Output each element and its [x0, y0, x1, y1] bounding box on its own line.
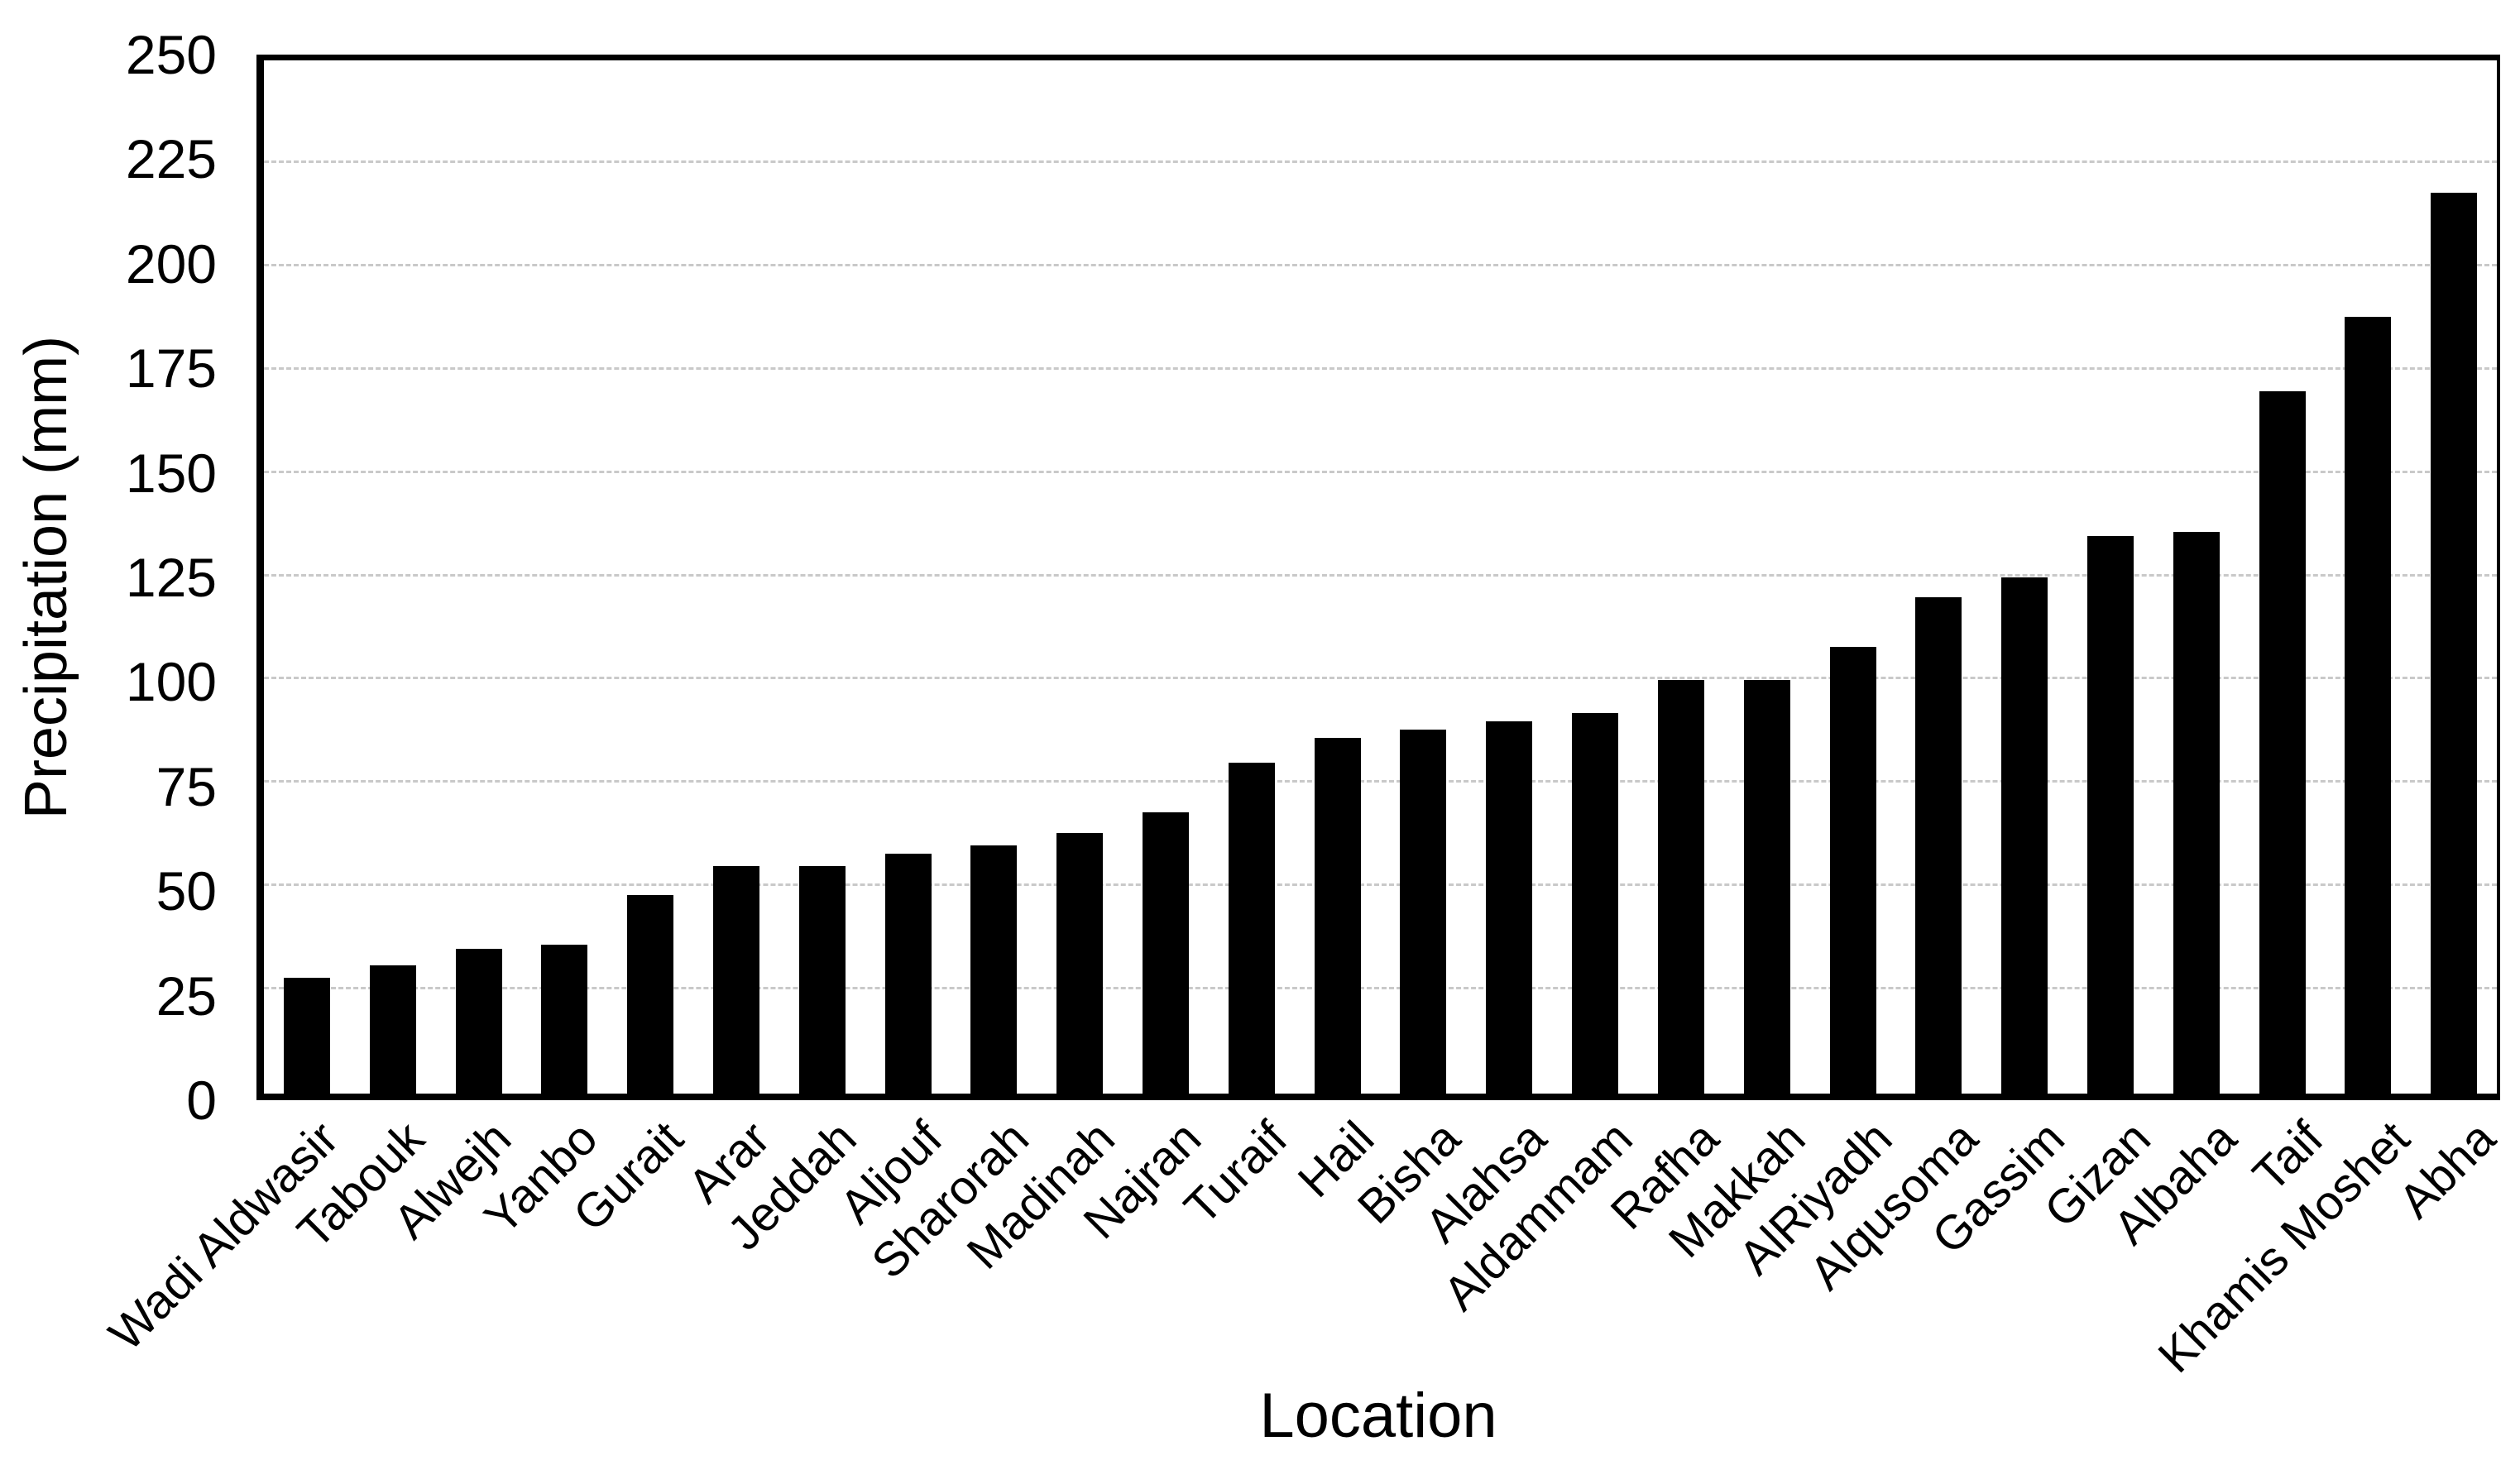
bar-slot: [1724, 60, 1810, 1094]
bar-slot: [1895, 60, 1981, 1094]
y-tick-label-200: 200: [125, 232, 217, 294]
y-tick-label-75: 75: [156, 755, 217, 817]
bar-slot: [865, 60, 951, 1094]
y-tick-label-150: 150: [125, 442, 217, 504]
bar-slot: [779, 60, 865, 1094]
gridline-150: [264, 470, 2497, 473]
bar-makkah: [1743, 680, 1790, 1094]
y-tick-label-100: 100: [125, 651, 217, 713]
bar-madinah: [1056, 833, 1104, 1094]
bar-series: [264, 60, 2497, 1094]
bar-slot: [1209, 60, 1295, 1094]
y-tick-label-0: 0: [186, 1070, 217, 1131]
bar-albaha: [2173, 531, 2220, 1094]
y-tick-label-175: 175: [125, 338, 217, 400]
bar-slot: [693, 60, 779, 1094]
x-axis-title: Location: [1259, 1381, 1497, 1451]
bar-turaif: [1228, 763, 1275, 1094]
bar-slot: [1466, 60, 1552, 1094]
plot-area: [256, 55, 2500, 1100]
bar-rafha: [1657, 680, 1704, 1094]
bar-slot: [2067, 60, 2153, 1094]
gridline-225: [264, 160, 2497, 163]
bar-slot: [1123, 60, 1209, 1094]
y-tick-label-225: 225: [125, 128, 217, 190]
gridline-125: [264, 573, 2497, 577]
y-tick-label-125: 125: [125, 547, 217, 608]
bar-sharorah: [970, 845, 1018, 1094]
bar-alqusoma: [1915, 597, 1962, 1094]
bar-slot: [2326, 60, 2412, 1094]
bar-slot: [607, 60, 693, 1094]
bar-slot: [1295, 60, 1381, 1094]
gridline-200: [264, 263, 2497, 266]
bar-slot: [1638, 60, 1724, 1094]
bar-abha: [2431, 192, 2478, 1094]
bar-gassim: [2001, 577, 2048, 1094]
gridline-25: [264, 987, 2497, 990]
x-axis-tick-labels: Wadi Aldwasir Tabouk Alwejh Yanbo Gurait Arar…: [98, 1111, 2506, 1426]
bar-yanbo: [541, 945, 588, 1094]
bar-najran: [1143, 812, 1190, 1094]
bar-taif: [2259, 390, 2306, 1094]
bar-alriyadh: [1829, 647, 1876, 1094]
x-tick-label-abha: Abha: [2388, 1111, 2507, 1229]
bar-khamis-moshet: [2345, 316, 2392, 1094]
gridline-75: [264, 780, 2497, 783]
y-tick-label-50: 50: [156, 860, 217, 922]
bar-aljouf: [884, 854, 932, 1094]
bar-bisha: [1400, 730, 1447, 1094]
bar-slot: [2240, 60, 2326, 1094]
bar-alahsa: [1486, 721, 1533, 1094]
gridline-175: [264, 366, 2497, 370]
bar-gurait: [627, 895, 674, 1094]
bar-alwejh: [455, 949, 502, 1094]
y-tick-label-250: 250: [125, 24, 217, 85]
bar-aldammam: [1572, 713, 1619, 1094]
bar-slot: [2411, 60, 2497, 1094]
bar-wadi-aldwasir: [283, 978, 330, 1094]
bar-slot: [264, 60, 350, 1094]
bar-jeddah: [798, 866, 846, 1094]
bar-slot: [1381, 60, 1467, 1094]
bar-slot: [1037, 60, 1123, 1094]
bar-slot: [521, 60, 607, 1094]
y-tick-label-25: 25: [156, 965, 217, 1027]
bar-slot: [951, 60, 1037, 1094]
bar-arar: [712, 866, 759, 1094]
bar-hail: [1314, 738, 1361, 1094]
bar-slot: [350, 60, 436, 1094]
bar-gizan: [2086, 535, 2134, 1094]
gridline-100: [264, 677, 2497, 680]
y-axis-tick-labels: 0 25 50 75 100 125 150 175 200 225 250: [0, 27, 217, 1127]
bar-slot: [1810, 60, 1896, 1094]
x-tick-label-turaif: Turaif: [1174, 1111, 1298, 1235]
bar-slot: [436, 60, 522, 1094]
gridline-50: [264, 883, 2497, 887]
bar-slot: [2153, 60, 2240, 1094]
gridlines: [264, 60, 2497, 1094]
bar-slot: [1981, 60, 2067, 1094]
bar-slot: [1552, 60, 1638, 1094]
bar-tabouk: [369, 965, 416, 1094]
